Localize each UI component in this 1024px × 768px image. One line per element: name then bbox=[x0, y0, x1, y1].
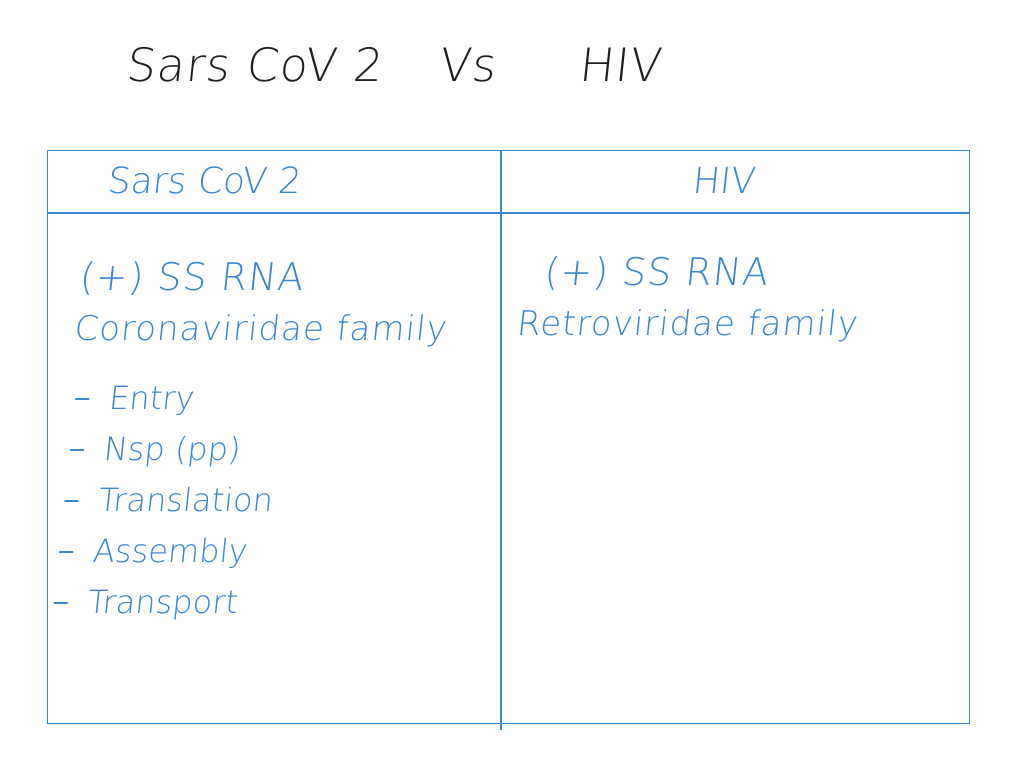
column-header-hiv: HIV bbox=[690, 161, 758, 202]
heading-left: Sars CoV 2 bbox=[124, 38, 387, 92]
list-item: Entry bbox=[65, 373, 490, 424]
page-heading: Sars CoV 2 Vs HIV bbox=[0, 30, 1024, 110]
sars-cov2-cell: (+) SS RNA Coronaviridae family Entry Ns… bbox=[43, 251, 503, 628]
list-item-label: Assembly bbox=[91, 532, 250, 570]
column-header-sars-cov2: Sars CoV 2 bbox=[105, 161, 304, 202]
hiv-genome: (+) SS RNA bbox=[542, 250, 772, 294]
dash-icon bbox=[69, 448, 85, 451]
dash-icon bbox=[53, 601, 68, 604]
comparison-table: Sars CoV 2 HIV (+) SS RNA Coronaviridae … bbox=[47, 150, 970, 730]
list-item-label: Nsp (pp) bbox=[102, 430, 243, 468]
hiv-cell: (+) SS RNA Retroviridae family bbox=[515, 246, 956, 350]
heading-right: HIV bbox=[577, 38, 666, 92]
list-item: Translation bbox=[54, 475, 479, 526]
dash-icon bbox=[64, 499, 79, 502]
header-divider bbox=[48, 212, 969, 214]
list-item: Assembly bbox=[49, 526, 474, 577]
list-item-label: Translation bbox=[96, 481, 275, 519]
dash-icon bbox=[59, 550, 74, 553]
sars-cov2-feature-list: Entry Nsp (pp) Translation Assembly Tran… bbox=[43, 373, 490, 628]
list-item: Nsp (pp) bbox=[59, 424, 484, 475]
list-item-label: Transport bbox=[85, 583, 241, 621]
column-divider bbox=[500, 150, 502, 730]
hiv-family: Retroviridae family bbox=[515, 304, 861, 344]
list-item-label: Entry bbox=[107, 379, 197, 417]
sars-cov2-genome: (+) SS RNA bbox=[77, 255, 308, 299]
sars-cov2-family: Coronaviridae family bbox=[72, 309, 450, 349]
dash-icon bbox=[75, 397, 90, 400]
heading-vs: Vs bbox=[437, 38, 501, 92]
list-item: Transport bbox=[43, 577, 468, 628]
